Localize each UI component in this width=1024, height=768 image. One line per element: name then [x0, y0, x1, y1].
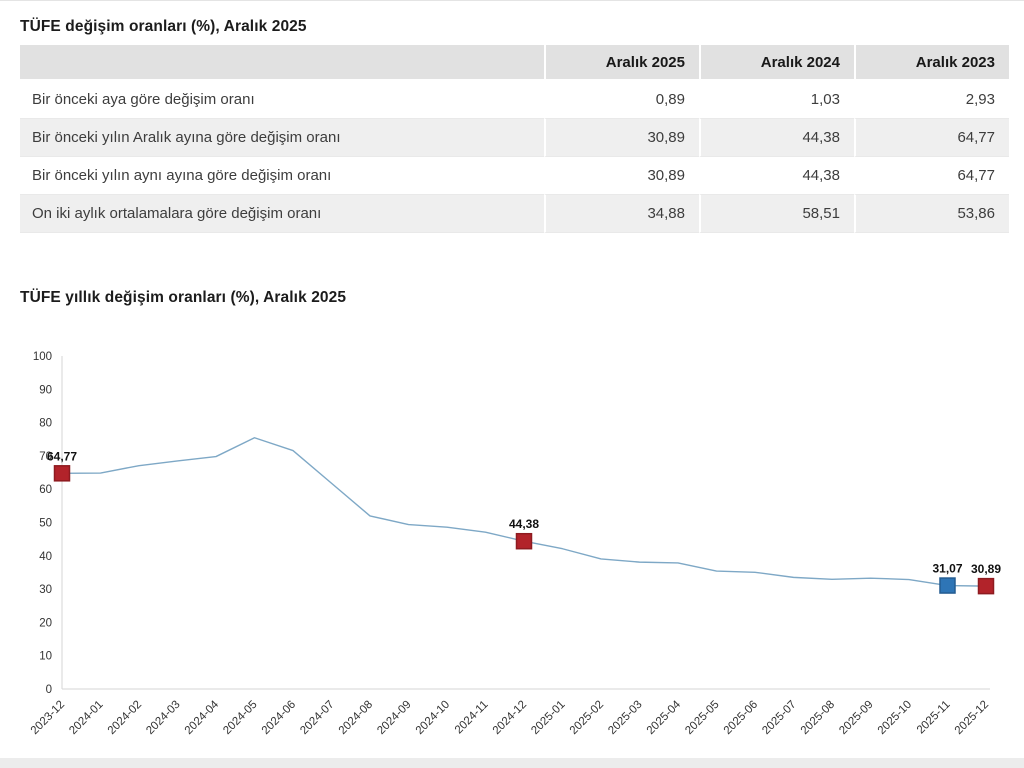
y-tick-label: 40 — [39, 551, 52, 563]
data-label: 31,07 — [932, 562, 962, 576]
x-tick-label: 2024-07 — [298, 699, 336, 737]
x-tick-label: 2025-10 — [876, 699, 914, 737]
data-label: 44,38 — [509, 517, 539, 531]
series-line — [61, 437, 987, 587]
row-value: 30,89 — [544, 119, 699, 157]
x-tick-label: 2025-12 — [953, 699, 991, 737]
row-label: Bir önceki yılın Aralık ayına göre değiş… — [20, 119, 544, 157]
row-value: 44,38 — [699, 157, 854, 195]
x-tick-label: 2025-08 — [799, 699, 837, 737]
x-tick-label: 2025-01 — [529, 699, 567, 737]
row-label: Bir önceki aya göre değişim oranı — [20, 81, 544, 119]
table-section-title: TÜFE değişim oranları (%), Aralık 2025 — [20, 18, 307, 35]
x-tick-label: 2024-03 — [144, 699, 182, 737]
x-tick-label: 2025-02 — [568, 699, 606, 737]
x-tick-label: 2025-04 — [645, 698, 684, 737]
x-tick-label: 2024-02 — [106, 699, 144, 737]
y-tick-label: 100 — [33, 351, 52, 363]
data-marker — [977, 577, 995, 595]
y-tick-label: 10 — [39, 651, 52, 663]
x-tick-label: 2025-09 — [837, 699, 875, 737]
x-tick-label: 2025-11 — [915, 699, 953, 737]
x-tick-label: 2025-07 — [760, 699, 798, 737]
data-label: 64,77 — [47, 449, 77, 463]
x-tick-label: 2024-10 — [414, 699, 452, 737]
row-value: 64,77 — [854, 119, 1009, 157]
table-row: Bir önceki yılın aynı ayına göre değişim… — [20, 157, 1009, 195]
chart-section-title: TÜFE yıllık değişim oranları (%), Aralık… — [20, 289, 347, 306]
row-value: 44,38 — [699, 119, 854, 157]
y-tick-label: 30 — [39, 584, 52, 596]
y-tick-label: 0 — [46, 684, 52, 696]
x-tick-label: 2024-06 — [260, 699, 298, 737]
data-marker — [515, 532, 533, 550]
bottom-scroll-strip — [0, 758, 1024, 768]
table-col-header-aralik-2025: Aralık 2025 — [544, 45, 699, 81]
y-tick-label: 20 — [39, 617, 52, 629]
table-col-header-aralik-2023: Aralık 2023 — [854, 45, 1009, 81]
x-tick-label: 2023-12 — [29, 699, 67, 737]
row-value: 34,88 — [544, 195, 699, 233]
x-tick-label: 2025-03 — [606, 699, 644, 737]
row-label: On iki aylık ortalamalara göre değişim o… — [20, 195, 544, 233]
x-tick-label: 2024-09 — [375, 699, 413, 737]
table-header-row: Aralık 2025 Aralık 2024 Aralık 2023 — [20, 45, 1009, 81]
x-tick-label: 2025-05 — [683, 699, 721, 737]
data-marker — [939, 577, 956, 594]
y-tick-label: 50 — [39, 518, 52, 530]
data-marker — [53, 465, 71, 482]
row-value: 64,77 — [854, 157, 1009, 195]
y-tick-label: 60 — [39, 484, 52, 496]
row-value: 53,86 — [854, 195, 1009, 233]
table-row: Bir önceki aya göre değişim oranı 0,89 1… — [20, 81, 1009, 119]
row-value: 1,03 — [699, 81, 854, 119]
table-corner-cell — [20, 45, 544, 81]
x-tick-label: 2024-05 — [221, 699, 259, 737]
y-tick-label: 70 — [39, 451, 52, 463]
x-tick-label: 2024-12 — [491, 699, 529, 737]
row-value: 58,51 — [699, 195, 854, 233]
row-label: Bir önceki yılın aynı ayına göre değişim… — [20, 157, 544, 195]
x-tick-label: 2024-01 — [67, 699, 105, 737]
x-tick-label: 2024-11 — [453, 699, 491, 737]
row-value: 0,89 — [544, 81, 699, 119]
row-value: 2,93 — [854, 81, 1009, 119]
y-tick-label: 80 — [39, 418, 52, 430]
table-row: On iki aylık ortalamalara göre değişim o… — [20, 195, 1009, 233]
x-tick-label: 2024-08 — [337, 699, 375, 737]
x-tick-label: 2025-06 — [722, 699, 760, 737]
table-row: Bir önceki yılın Aralık ayına göre değiş… — [20, 119, 1009, 157]
y-tick-label: 90 — [39, 384, 52, 396]
row-value: 30,89 — [544, 157, 699, 195]
data-label: 30,89 — [971, 562, 1001, 576]
cpi-rates-table: Aralık 2025 Aralık 2024 Aralık 2023 Bir … — [20, 45, 1009, 233]
x-tick-label: 2024-04 — [183, 698, 222, 737]
table-col-header-aralik-2024: Aralık 2024 — [699, 45, 854, 81]
